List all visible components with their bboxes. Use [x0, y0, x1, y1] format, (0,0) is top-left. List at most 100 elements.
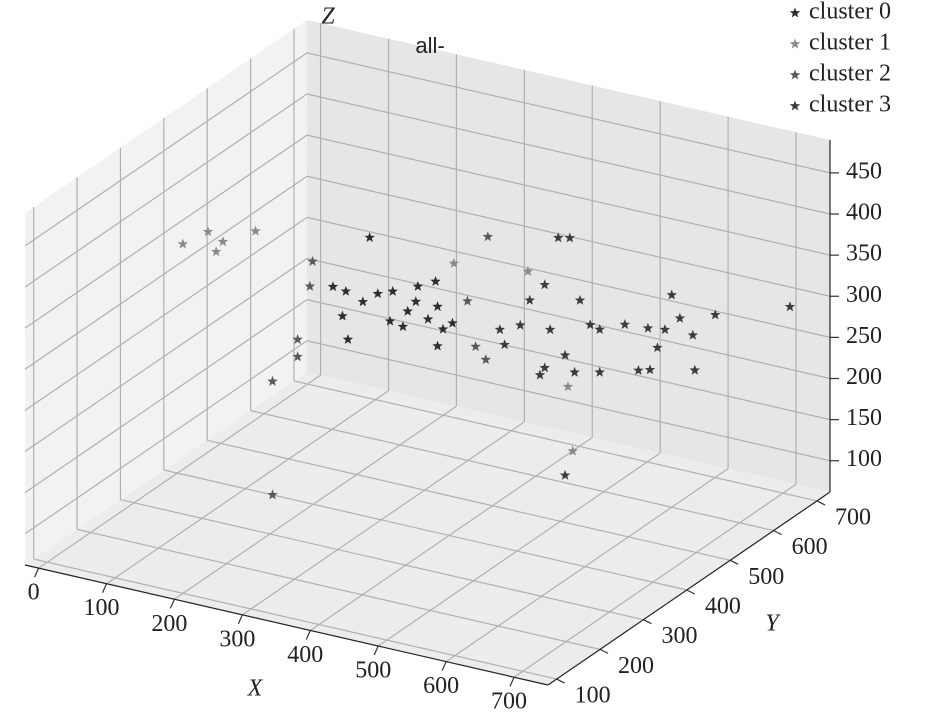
data-point — [524, 294, 535, 305]
y-tick-label: 100 — [575, 683, 611, 709]
data-point — [562, 381, 574, 392]
grid-line — [377, 452, 661, 647]
data-point — [292, 351, 303, 362]
x-tick-label: 0 — [28, 580, 40, 606]
data-point — [652, 342, 663, 353]
grid-line — [207, 439, 731, 561]
data-point — [210, 246, 222, 257]
x-axis-label: X — [247, 676, 264, 702]
data-point — [709, 309, 721, 320]
x-tick-label: 200 — [151, 611, 187, 637]
left-pane — [25, 20, 307, 565]
grid-line — [24, 134, 308, 329]
data-point — [494, 324, 506, 335]
z-tick-label: 400 — [846, 200, 882, 226]
data-point — [292, 333, 303, 344]
z-tick-label: 100 — [846, 446, 882, 472]
data-point — [569, 366, 580, 377]
tick-mark — [101, 583, 108, 593]
tick-mark — [441, 661, 447, 671]
tick-mark — [556, 678, 565, 684]
tick-mark — [169, 599, 175, 609]
tick-mark — [816, 500, 826, 506]
tick-mark — [729, 559, 739, 565]
tick-mark — [599, 648, 609, 654]
tick-mark — [373, 645, 379, 656]
x-tick-label: 300 — [219, 626, 255, 652]
y-tick-label: 200 — [618, 653, 654, 679]
data-point — [364, 232, 375, 243]
data-point — [482, 231, 494, 242]
tick-mark — [305, 630, 311, 640]
data-point — [372, 288, 384, 299]
data-point — [659, 324, 671, 335]
grid-line — [250, 410, 774, 532]
z-axis-label: Z — [321, 4, 335, 30]
grid-line — [293, 380, 818, 502]
grid-line — [76, 528, 601, 650]
data-point — [447, 317, 458, 328]
grid-line — [24, 258, 308, 452]
grid-line — [24, 175, 308, 370]
data-point — [337, 310, 348, 321]
grid-line — [306, 340, 831, 462]
y-tick-label: 600 — [792, 534, 828, 560]
grid-line — [309, 436, 593, 631]
chart-title: all- — [415, 33, 444, 58]
x-tick-label: 500 — [355, 658, 391, 684]
data-point — [642, 322, 654, 333]
data-point — [267, 489, 278, 500]
data-point — [402, 305, 413, 316]
tick-mark — [643, 619, 652, 625]
z-tick-label: 300 — [846, 282, 882, 308]
x-axis — [24, 564, 549, 686]
tick-mark — [237, 614, 243, 625]
data-point — [674, 312, 686, 323]
y-tick-label: 500 — [748, 564, 784, 590]
data-point — [539, 362, 550, 373]
grid-line — [24, 93, 308, 288]
data-point — [340, 285, 352, 296]
data-point — [619, 319, 631, 330]
data-point — [432, 301, 443, 312]
data-point — [267, 375, 278, 386]
data-point — [564, 232, 576, 243]
legend-marker — [789, 38, 801, 49]
data-point — [544, 324, 556, 335]
data-point — [644, 364, 656, 375]
y-axis-label: Y — [765, 611, 781, 637]
data-point — [574, 294, 586, 305]
grid-line — [306, 93, 831, 215]
x-tick-label: 600 — [423, 673, 459, 699]
legend-label: cluster 0 — [809, 0, 891, 25]
grid-line — [24, 216, 308, 411]
y-tick-label: 300 — [661, 623, 697, 649]
data-point — [584, 319, 596, 330]
data-point — [307, 256, 318, 266]
panes — [24, 20, 839, 687]
grid-line — [38, 374, 321, 569]
grid-line — [513, 483, 797, 678]
data-point — [689, 364, 701, 375]
z-tick-label: 350 — [846, 241, 882, 267]
data-point — [422, 313, 434, 324]
data-point — [327, 281, 339, 292]
data-point — [430, 275, 441, 286]
data-point — [515, 319, 526, 330]
data-point — [480, 354, 492, 365]
back-pane — [307, 20, 830, 492]
x-tick-label: 400 — [287, 642, 323, 668]
x-tick-label: 100 — [84, 595, 120, 621]
legend-label: cluster 2 — [809, 61, 891, 87]
grid-line — [306, 134, 831, 256]
data-point — [567, 445, 578, 456]
data-point — [437, 323, 449, 334]
grid-line — [106, 390, 389, 585]
data-point — [177, 238, 189, 249]
grid-line — [445, 468, 729, 663]
data-point — [397, 321, 409, 332]
grid-line — [120, 499, 644, 621]
data-point — [412, 280, 424, 291]
legend-label: cluster 1 — [809, 30, 891, 56]
